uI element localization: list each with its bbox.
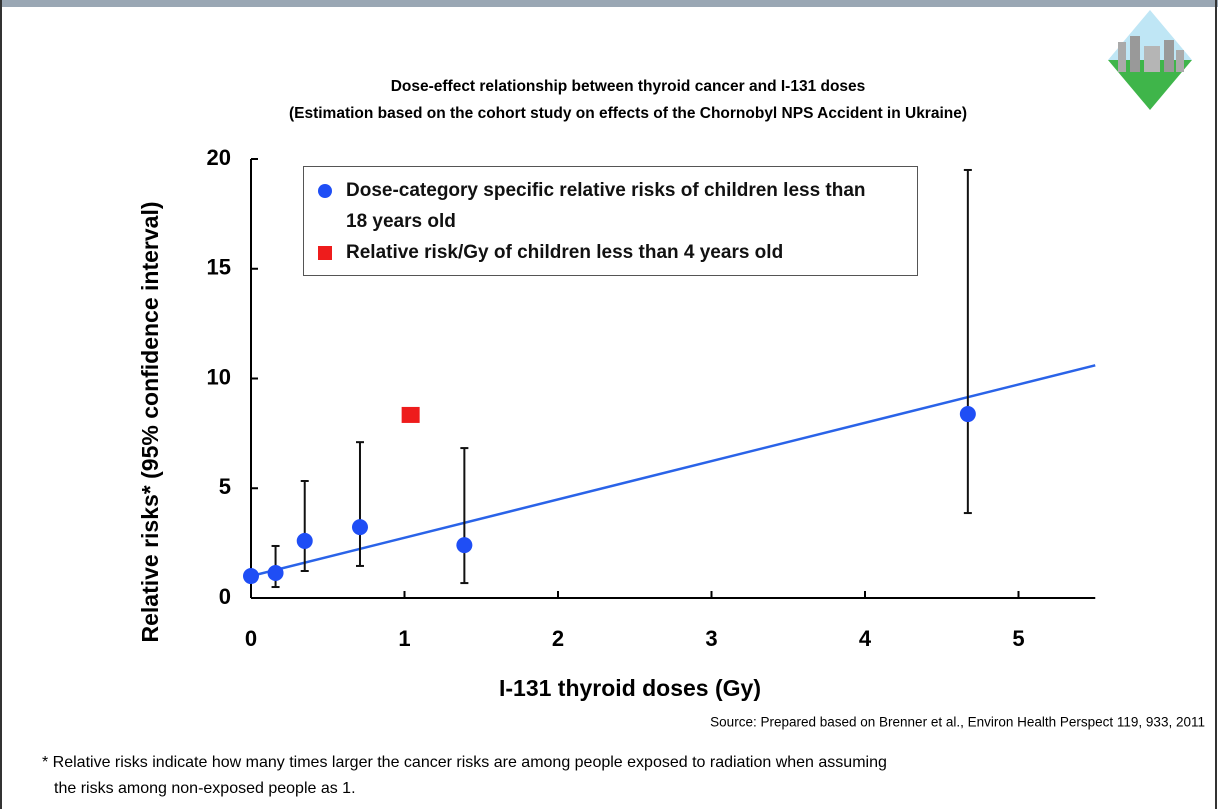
x-tick-label: 5 [1012, 626, 1024, 651]
x-tick-label: 3 [705, 626, 717, 651]
legend-symbol [318, 175, 346, 206]
y-tick-label: 15 [207, 255, 231, 280]
legend: Dose-category specific relative risks of… [303, 166, 918, 276]
x-tick-label: 2 [552, 626, 564, 651]
fit-line [250, 364, 1096, 578]
source: Source: Prepared based on Brenner et al.… [710, 715, 1205, 730]
x-tick-label: 0 [245, 626, 257, 651]
chart-subtitle: (Estimation based on the cohort study on… [289, 105, 967, 122]
legend-label: Relative risk/Gy of children less than 4… [346, 242, 784, 263]
logo [1108, 10, 1192, 110]
legend-symbol [318, 237, 346, 268]
y-tick-label: 0 [219, 584, 231, 609]
point [456, 537, 473, 554]
point [351, 519, 368, 536]
x-axis-label: I-131 thyroid doses (Gy) [499, 675, 761, 701]
y-tick-label: 5 [219, 474, 231, 499]
legend-entry: Relative risk/Gy of children less than 4… [318, 237, 907, 268]
y-axis-label: Relative risks* (95% confidence interval… [137, 201, 163, 642]
chart-title: Dose-effect relationship between thyroid… [391, 78, 866, 95]
legend-entry: Dose-category specific relative risks of… [318, 175, 907, 237]
point [296, 532, 313, 549]
x-tick-label: 1 [398, 626, 410, 651]
y-tick-label: 10 [207, 364, 231, 389]
point [959, 406, 976, 423]
footnote: * Relative risks indicate how many times… [42, 754, 887, 771]
x-tick-label: 4 [859, 626, 872, 651]
top-band [0, 0, 1218, 7]
point [267, 564, 284, 581]
point [243, 568, 259, 585]
legend-label: Dose-category specific relative risks of… [346, 180, 866, 232]
footnote: the risks among non-exposed people as 1. [54, 780, 356, 797]
point [401, 406, 420, 423]
y-tick-label: 20 [207, 145, 231, 170]
